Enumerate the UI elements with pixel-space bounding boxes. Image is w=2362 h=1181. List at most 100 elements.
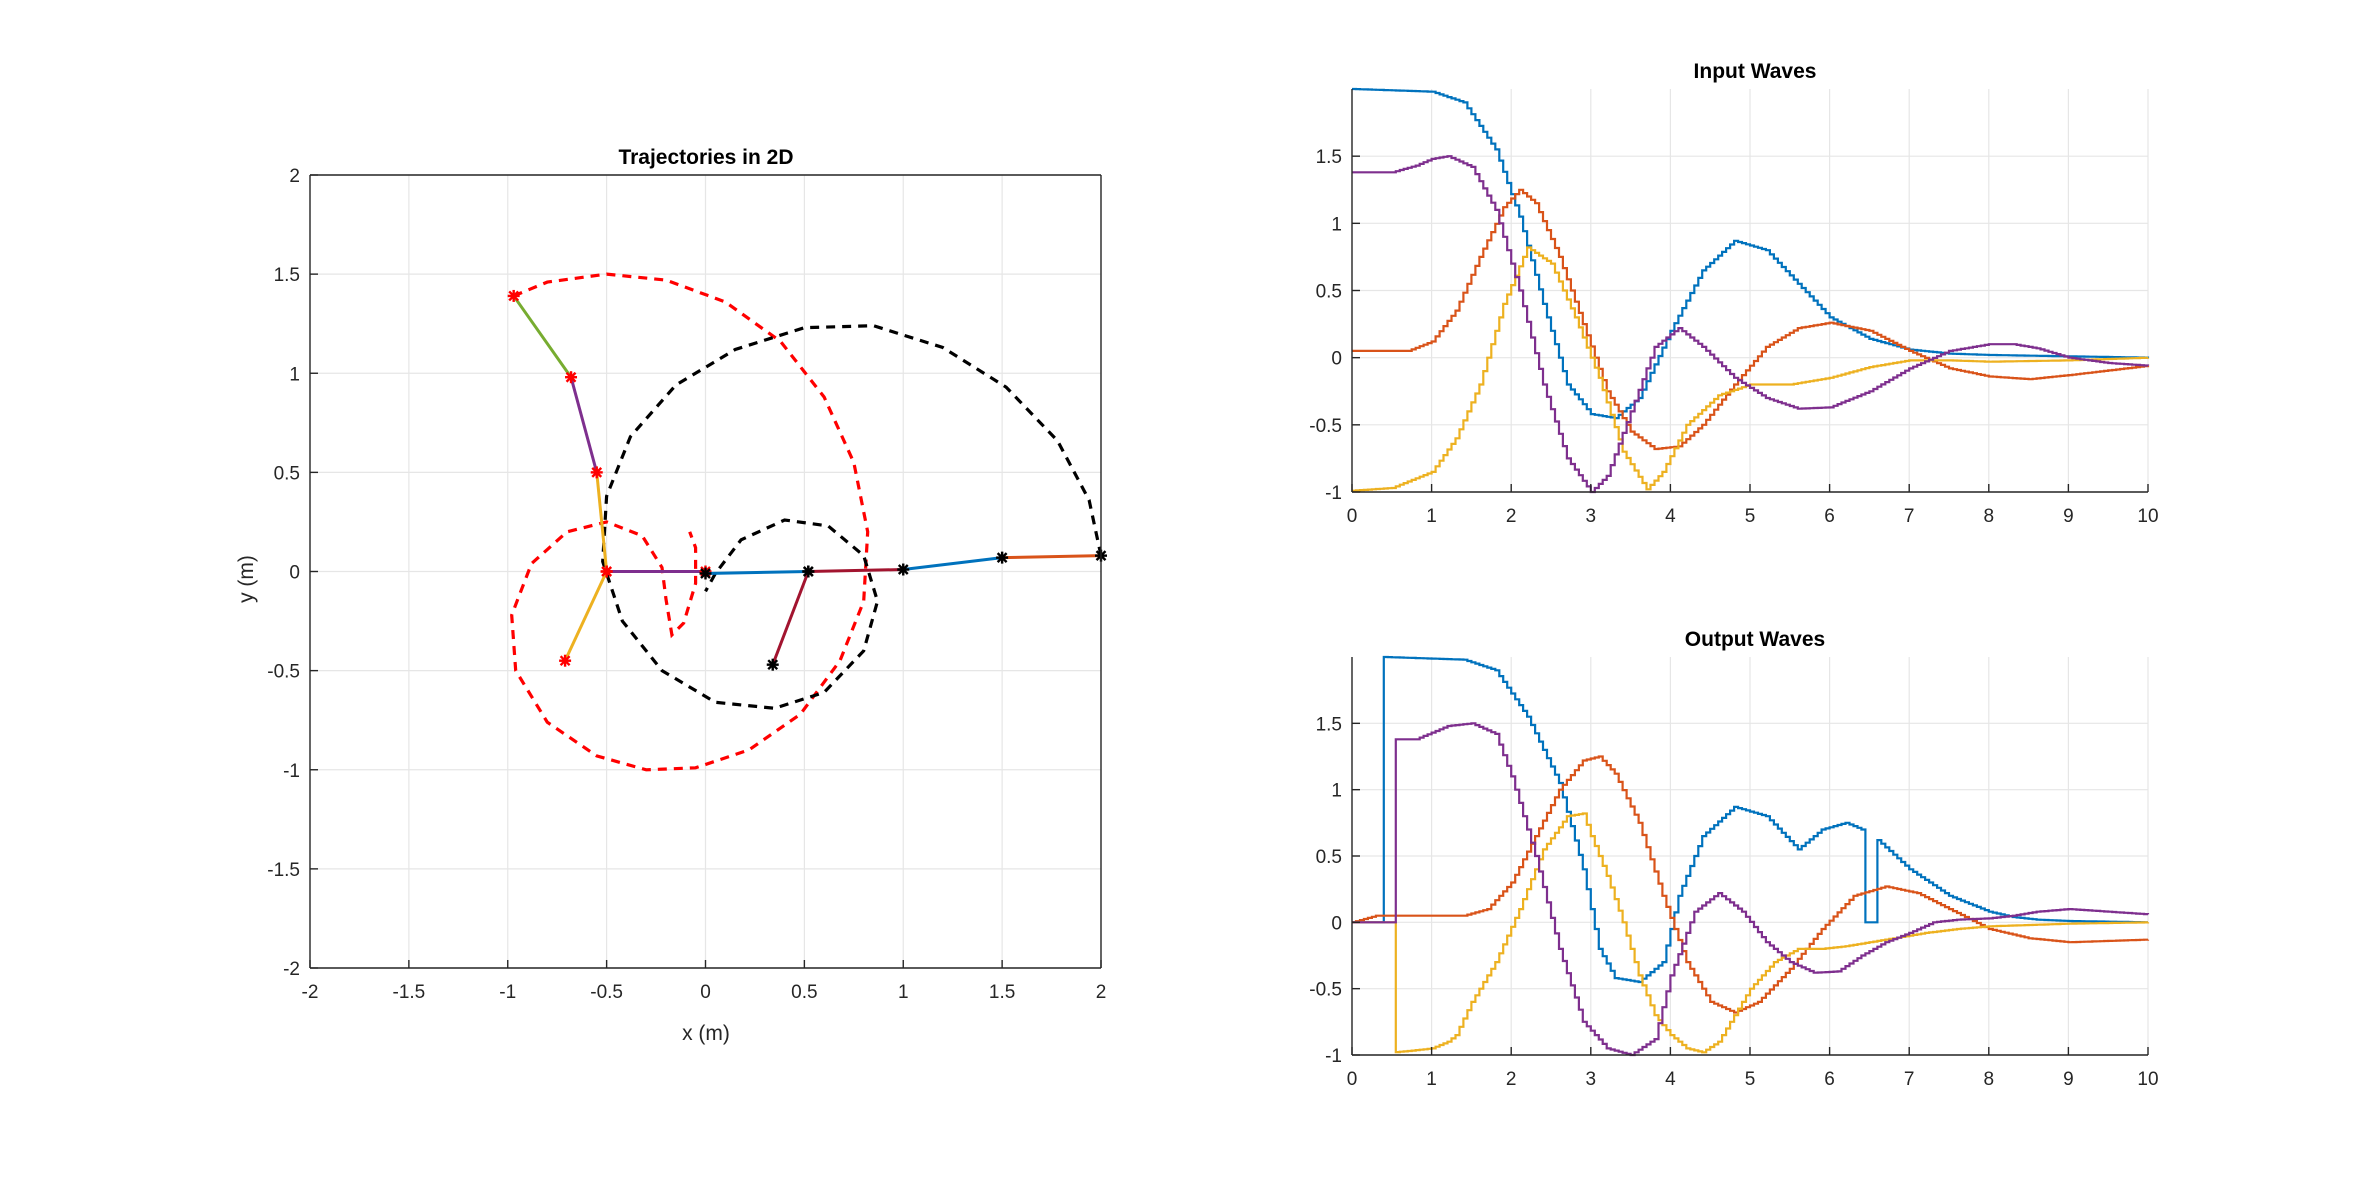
plot-data-layer [1352, 87, 2150, 494]
y-tick-label: -1 [283, 761, 300, 782]
joint-marker [802, 565, 815, 578]
x-tick-label: 7 [1904, 506, 1915, 527]
x-tick-label: 3 [1586, 506, 1597, 527]
joint-marker [507, 289, 520, 302]
y-tick-label: -1.5 [267, 860, 300, 881]
x-axis-label: x (m) [682, 1022, 730, 1045]
joint-marker [565, 371, 578, 384]
x-tick-label: 10 [2137, 1069, 2158, 1090]
x-tick-label: 2 [1506, 1069, 1517, 1090]
y-tick-label: 1 [1331, 781, 1342, 802]
y-tick-label: 0.5 [1316, 847, 1342, 868]
plot-data-layer [507, 272, 1107, 772]
y-tick-label: 1.5 [1316, 147, 1342, 168]
y-tick-label: -1 [1325, 483, 1342, 504]
x-tick-label: 1 [898, 982, 909, 1003]
x-tick-label: 0 [1347, 1069, 1358, 1090]
joint-marker-stroke [559, 655, 571, 667]
y-tick-label: 2 [289, 166, 300, 187]
x-tick-label: -1.5 [393, 982, 426, 1003]
joint-marker [897, 563, 910, 576]
chart-title: Input Waves [1694, 60, 1817, 83]
y-tick-label: 1 [1331, 214, 1342, 235]
x-tick-label: -0.5 [590, 982, 623, 1003]
x-tick-label: 4 [1665, 1069, 1676, 1090]
y-tick-label: 1.5 [1316, 714, 1342, 735]
x-tick-label: 6 [1824, 1069, 1835, 1090]
x-tick-label: 9 [2063, 506, 2074, 527]
wave-series-line [1352, 812, 2150, 1054]
y-tick-label: 0 [1331, 913, 1342, 934]
y-tick-label: 0 [289, 563, 300, 584]
joint-marker-stroke [897, 564, 909, 575]
y-tick-label: 0.5 [1316, 282, 1342, 303]
y-tick-label: -2 [283, 959, 300, 980]
joint-marker-stroke [601, 566, 612, 577]
x-tick-label: 8 [1984, 1069, 1995, 1090]
joint-marker-stroke [591, 467, 603, 478]
joint-marker-stroke [508, 290, 520, 302]
joint-marker-stroke [700, 568, 711, 579]
x-tick-label: 10 [2137, 506, 2158, 527]
x-tick-label: 1.5 [989, 982, 1015, 1003]
joint-marker-stroke [802, 566, 814, 577]
joint-marker [996, 551, 1009, 564]
arm-link-line [595, 472, 609, 572]
x-tick-label: -2 [302, 982, 319, 1003]
y-tick-label: 1.5 [274, 265, 300, 286]
trajectory-dashed-line [510, 272, 870, 772]
arm-link-line [563, 570, 608, 662]
arm-link-line [1002, 554, 1102, 560]
y-tick-label: -0.5 [1309, 416, 1342, 437]
y-tick-label: 0 [1331, 349, 1342, 370]
joint-marker [699, 567, 712, 580]
x-tick-label: 2 [1096, 982, 1107, 1003]
y-tick-label: -1 [1325, 1046, 1342, 1067]
x-tick-label: 4 [1665, 506, 1676, 527]
x-tick-label: 0 [1347, 506, 1358, 527]
x-tick-label: 7 [1904, 1069, 1915, 1090]
trajectory-dashed-line [601, 324, 1103, 710]
x-tick-label: 0.5 [791, 982, 817, 1003]
x-tick-label: 1 [1426, 506, 1437, 527]
x-tick-label: 9 [2063, 1069, 2074, 1090]
x-tick-label: 3 [1586, 1069, 1597, 1090]
axes-frame: -2 -1.5 -1 -0.5 0 0.5 1 1.5 2 -2 -1.5 -1 -0.5 0 0.5 1 1.… [267, 166, 1106, 1003]
chart-title: Output Waves [1685, 628, 1825, 651]
wave-series-line [1352, 87, 2150, 420]
joint-marker [590, 466, 603, 479]
joint-marker [766, 658, 779, 671]
arm-link-line [569, 376, 599, 473]
y-axis-label: y (m) [235, 555, 258, 603]
x-tick-label: 8 [1984, 506, 1995, 527]
wave-series-line [1352, 755, 2150, 1014]
joint-marker [600, 565, 613, 578]
x-tick-label: 0 [700, 982, 711, 1003]
y-tick-label: 1 [289, 364, 300, 385]
y-tick-label: 0.5 [274, 463, 300, 484]
input-waves-axes: Input Waves 0 1 2 3 4 5 6 7 8 9 10 -1 -0.5 0 0.5 1 1.5 [1309, 60, 2158, 527]
arm-link-line [808, 568, 904, 573]
x-tick-label: 2 [1506, 506, 1517, 527]
joint-marker-stroke [996, 552, 1008, 563]
x-tick-label: 5 [1745, 506, 1756, 527]
joint-marker-stroke [565, 371, 577, 383]
trajectories-2d-axes: Trajectories in 2D x (m) y (m) -2 -1.5 -1-… [235, 146, 1107, 1045]
axes-frame: 0 1 2 3 4 5 6 7 8 9 10 -1 -0.5 0 0.5 1 1.5 [1309, 89, 2159, 527]
arm-link-line [705, 570, 809, 575]
x-tick-label: 5 [1745, 1069, 1756, 1090]
joint-marker-stroke [767, 659, 779, 671]
chart-title: Trajectories in 2D [618, 146, 793, 169]
wave-series-line [1352, 155, 2150, 494]
arm-link-line [512, 295, 573, 379]
wave-series-line [1352, 246, 2150, 492]
arm-link-line [771, 570, 810, 666]
x-tick-label: 1 [1426, 1069, 1437, 1090]
wave-series-line [1352, 188, 2150, 451]
y-tick-label: -0.5 [267, 662, 300, 683]
y-tick-label: -0.5 [1309, 980, 1342, 1001]
x-tick-label: -1 [499, 982, 516, 1003]
axes-frame: 0 1 2 3 4 5 6 7 8 9 10 -1 -0.5 0 0.5 1 1.5 [1309, 657, 2159, 1090]
plot-data-layer [1352, 655, 2150, 1057]
